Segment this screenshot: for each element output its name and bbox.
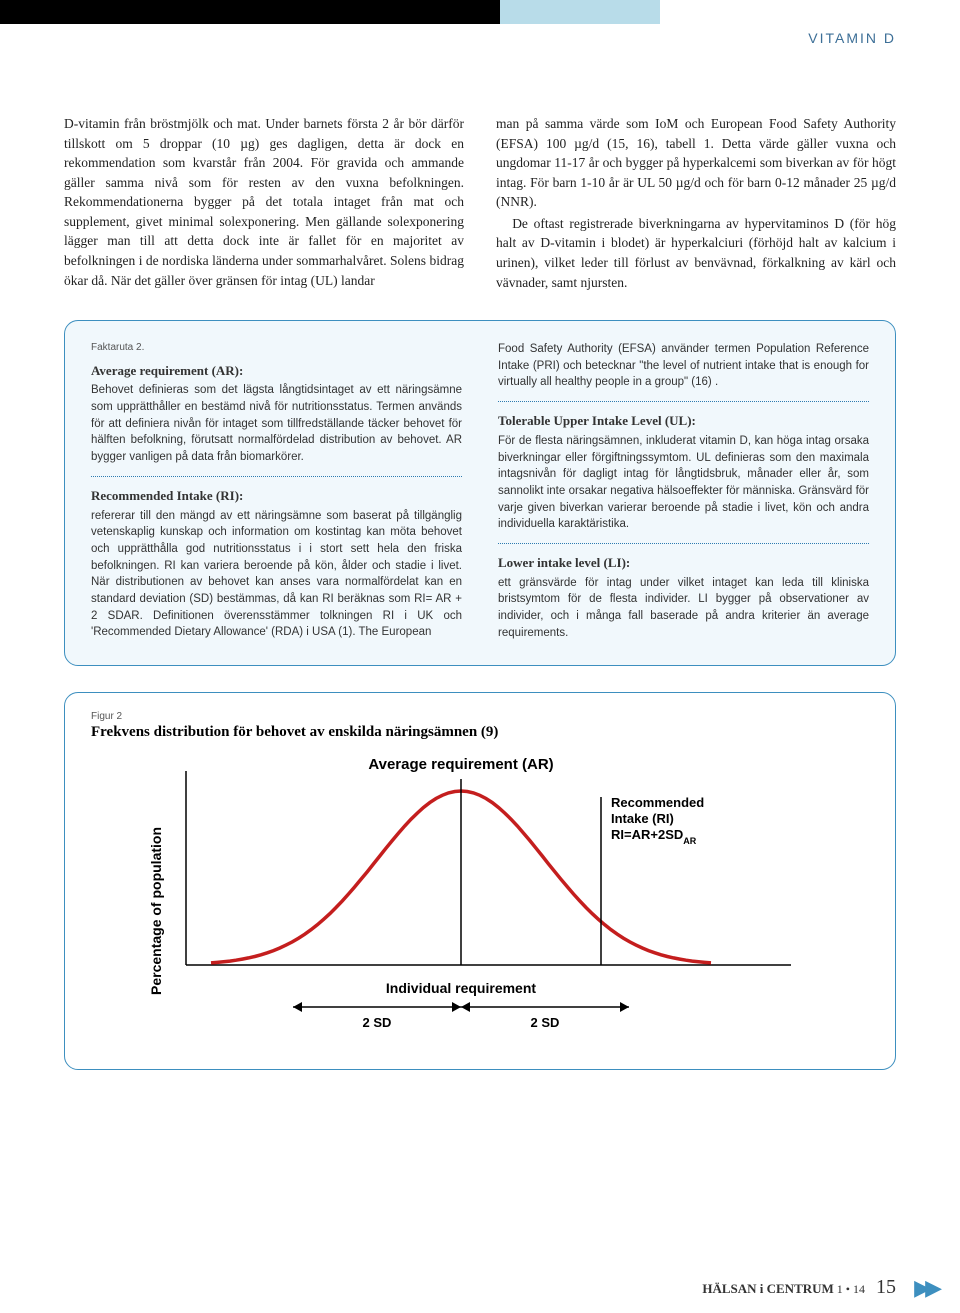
factbox-heading: Tolerable Upper Intake Level (UL):	[498, 412, 869, 431]
factbox: Faktaruta 2. Average requirement (AR): B…	[64, 320, 896, 666]
factbox-text: För de flesta näringsämnen, inkluderat v…	[498, 433, 869, 533]
svg-text:Average requirement (AR): Average requirement (AR)	[368, 756, 553, 773]
page-footer: HÄLSAN i CENTRUM 1 • 14 15 ▶▶	[702, 1276, 896, 1299]
dotted-divider	[91, 476, 462, 477]
factbox-col-right: Food Safety Authority (EFSA) använder te…	[498, 341, 869, 641]
svg-text:Individual requirement: Individual requirement	[386, 980, 536, 996]
page-content: D-vitamin från bröstmjölk och mat. Under…	[0, 24, 960, 1070]
factbox-heading: Average requirement (AR):	[91, 362, 462, 381]
top-black-strip	[0, 0, 500, 24]
body-col-left: D-vitamin från bröstmjölk och mat. Under…	[64, 114, 464, 292]
dotted-divider	[498, 401, 869, 402]
factbox-heading: Lower intake level (LI):	[498, 554, 869, 573]
svg-text:Intake (RI): Intake (RI)	[611, 811, 674, 826]
factbox-col-left: Faktaruta 2. Average requirement (AR): B…	[91, 341, 462, 641]
factbox-label: Faktaruta 2.	[91, 341, 462, 356]
factbox-text: Behovet definieras som det lägsta långti…	[91, 382, 462, 465]
footer-journal: HÄLSAN i CENTRUM	[702, 1282, 833, 1296]
bell-curve-chart: Average requirement (AR) RecommendedIntak…	[91, 751, 869, 1051]
svg-text:Percentage of population: Percentage of population	[148, 827, 164, 995]
svg-text:Recommended: Recommended	[611, 795, 704, 810]
page-number: 15	[876, 1276, 896, 1298]
top-blue-strip	[500, 0, 660, 24]
top-bar	[0, 0, 960, 24]
factbox-text: Food Safety Authority (EFSA) använder te…	[498, 341, 869, 391]
body-para: De oftast registrerade biverkningarna av…	[496, 214, 896, 292]
figure-box: Figur 2 Frekvens distribution för behove…	[64, 692, 896, 1070]
body-para: D-vitamin från bröstmjölk och mat. Under…	[64, 114, 464, 290]
svg-text:2 SD: 2 SD	[531, 1015, 560, 1030]
figure-label: Figur 2	[91, 711, 869, 722]
factbox-heading: Recommended Intake (RI):	[91, 487, 462, 506]
svg-text:2 SD: 2 SD	[363, 1015, 392, 1030]
svg-text:RI=AR+2SDAR: RI=AR+2SDAR	[611, 827, 697, 846]
body-para: man på samma värde som IoM och European …	[496, 114, 896, 212]
dotted-divider	[498, 543, 869, 544]
section-tag: VITAMIN D	[808, 30, 896, 46]
factbox-text: refererar till den mängd av ett näringsä…	[91, 508, 462, 641]
factbox-text: ett gränsvärde för intag under vilket in…	[498, 575, 869, 642]
continue-arrows-icon: ▶▶	[914, 1275, 936, 1301]
figure-title: Frekvens distribution för behovet av ens…	[91, 724, 869, 741]
body-col-right: man på samma värde som IoM och European …	[496, 114, 896, 292]
footer-issue: 1 • 14	[837, 1282, 865, 1296]
body-columns: D-vitamin från bröstmjölk och mat. Under…	[64, 114, 896, 292]
